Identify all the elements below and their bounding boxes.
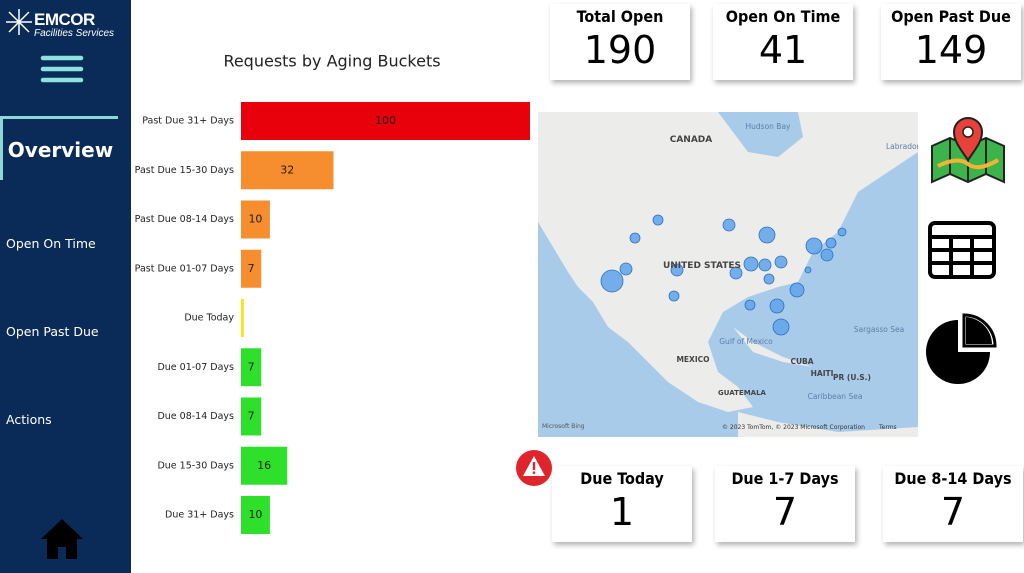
category-label: Past Due 31+ Days bbox=[142, 116, 234, 127]
kpi-card: Due 8-14 Days 7 bbox=[883, 466, 1023, 542]
category-label: Due Today bbox=[184, 313, 234, 324]
bar bbox=[241, 397, 262, 436]
map-label: UNITED STATES bbox=[663, 261, 741, 271]
category-label: Past Due 15-30 Days bbox=[135, 165, 234, 176]
bar bbox=[241, 151, 334, 190]
map-icon[interactable] bbox=[928, 116, 1008, 186]
kpi-card: Open On Time 41 bbox=[713, 4, 853, 80]
kpi-value: 1 bbox=[609, 490, 635, 534]
nav-item[interactable]: Open On Time bbox=[6, 236, 96, 251]
kpi-title: Due Today bbox=[580, 469, 664, 488]
map-label: CANADA bbox=[670, 135, 713, 145]
kpi-card: Open Past Due 149 bbox=[881, 4, 1021, 80]
kpi-card: Due 1-7 Days 7 bbox=[715, 466, 855, 542]
map-label: Sargasso Sea bbox=[854, 325, 904, 334]
bar bbox=[241, 299, 244, 337]
kpi-card: Total Open 190 bbox=[550, 4, 690, 80]
kpi-title: Due 8-14 Days bbox=[894, 469, 1012, 488]
map-link[interactable]: Terms bbox=[878, 424, 897, 431]
map-label: Gulf of Mexico bbox=[719, 337, 773, 346]
map-attribution: © 2023 TomTom, © 2023 Microsoft Corporat… bbox=[722, 424, 865, 431]
data-label: 32 bbox=[280, 163, 294, 176]
category-label: Past Due 08-14 Days bbox=[135, 214, 234, 225]
kpi-value: 7 bbox=[940, 490, 966, 534]
category-label: Due 08-14 Days bbox=[157, 411, 234, 422]
data-label: 100 bbox=[375, 114, 396, 127]
map-label: Labrador S bbox=[886, 142, 918, 151]
data-label: 7 bbox=[248, 360, 255, 373]
table-icon[interactable] bbox=[927, 220, 997, 280]
nav-item[interactable]: Overview bbox=[0, 116, 118, 180]
data-label: 10 bbox=[248, 508, 262, 521]
kpi-value: 149 bbox=[914, 28, 988, 72]
data-label: 7 bbox=[248, 410, 255, 423]
map-label: CUBA bbox=[790, 357, 813, 366]
home-button[interactable] bbox=[39, 517, 85, 561]
category-label: Due 01-07 Days bbox=[157, 362, 234, 373]
kpi-title: Open On Time bbox=[725, 7, 841, 26]
logo: EMCOR bbox=[34, 10, 95, 29]
data-label: 10 bbox=[248, 213, 262, 226]
bar bbox=[241, 249, 262, 288]
map-label: Caribbean Sea bbox=[808, 392, 863, 401]
kpi-title: Total Open bbox=[576, 7, 664, 26]
map-label: HAITI bbox=[811, 369, 834, 378]
nav-item[interactable]: Open Past Due bbox=[6, 324, 99, 339]
bar bbox=[241, 102, 530, 140]
bar bbox=[241, 446, 288, 485]
kpi-title: Open Past Due bbox=[891, 7, 1011, 26]
map[interactable]: CANADA Hudson Bay Labrador S UNITED STAT… bbox=[538, 112, 918, 437]
alert-icon bbox=[516, 450, 552, 486]
category-label: Due 15-30 Days bbox=[157, 460, 234, 471]
logo-icon bbox=[6, 9, 32, 35]
sidebar: EMCOR Facilities Services Overview Open … bbox=[0, 0, 131, 573]
nav-item[interactable]: Actions bbox=[6, 412, 52, 427]
bar bbox=[241, 348, 262, 387]
map-attribution: Microsoft Bing bbox=[542, 423, 585, 430]
bar bbox=[241, 200, 270, 239]
logo-subtitle: Facilities Services bbox=[34, 28, 115, 39]
map-label: PR (U.S.) bbox=[833, 373, 871, 382]
map-label: GUATEMALA bbox=[718, 389, 766, 397]
data-label: 7 bbox=[248, 262, 255, 275]
data-label: 16 bbox=[257, 459, 271, 472]
category-label: Past Due 01-07 Days bbox=[135, 263, 234, 274]
kpi-value: 41 bbox=[758, 28, 808, 72]
bar-chart: Requests by Aging Buckets Past Due 31+ D… bbox=[135, 52, 530, 534]
bar bbox=[241, 496, 270, 534]
kpi-card: Due Today 1 bbox=[552, 466, 692, 542]
menu-button[interactable] bbox=[39, 53, 85, 85]
map-label: MEXICO bbox=[676, 355, 709, 364]
kpi-value: 190 bbox=[583, 28, 657, 72]
pie-icon[interactable] bbox=[926, 312, 998, 384]
kpi-value: 7 bbox=[772, 490, 798, 534]
map-label: Hudson Bay bbox=[746, 122, 792, 131]
category-label: Due 31+ Days bbox=[165, 510, 234, 521]
chart-title: Requests by Aging Buckets bbox=[223, 52, 440, 71]
kpi-title: Due 1-7 Days bbox=[731, 469, 839, 488]
